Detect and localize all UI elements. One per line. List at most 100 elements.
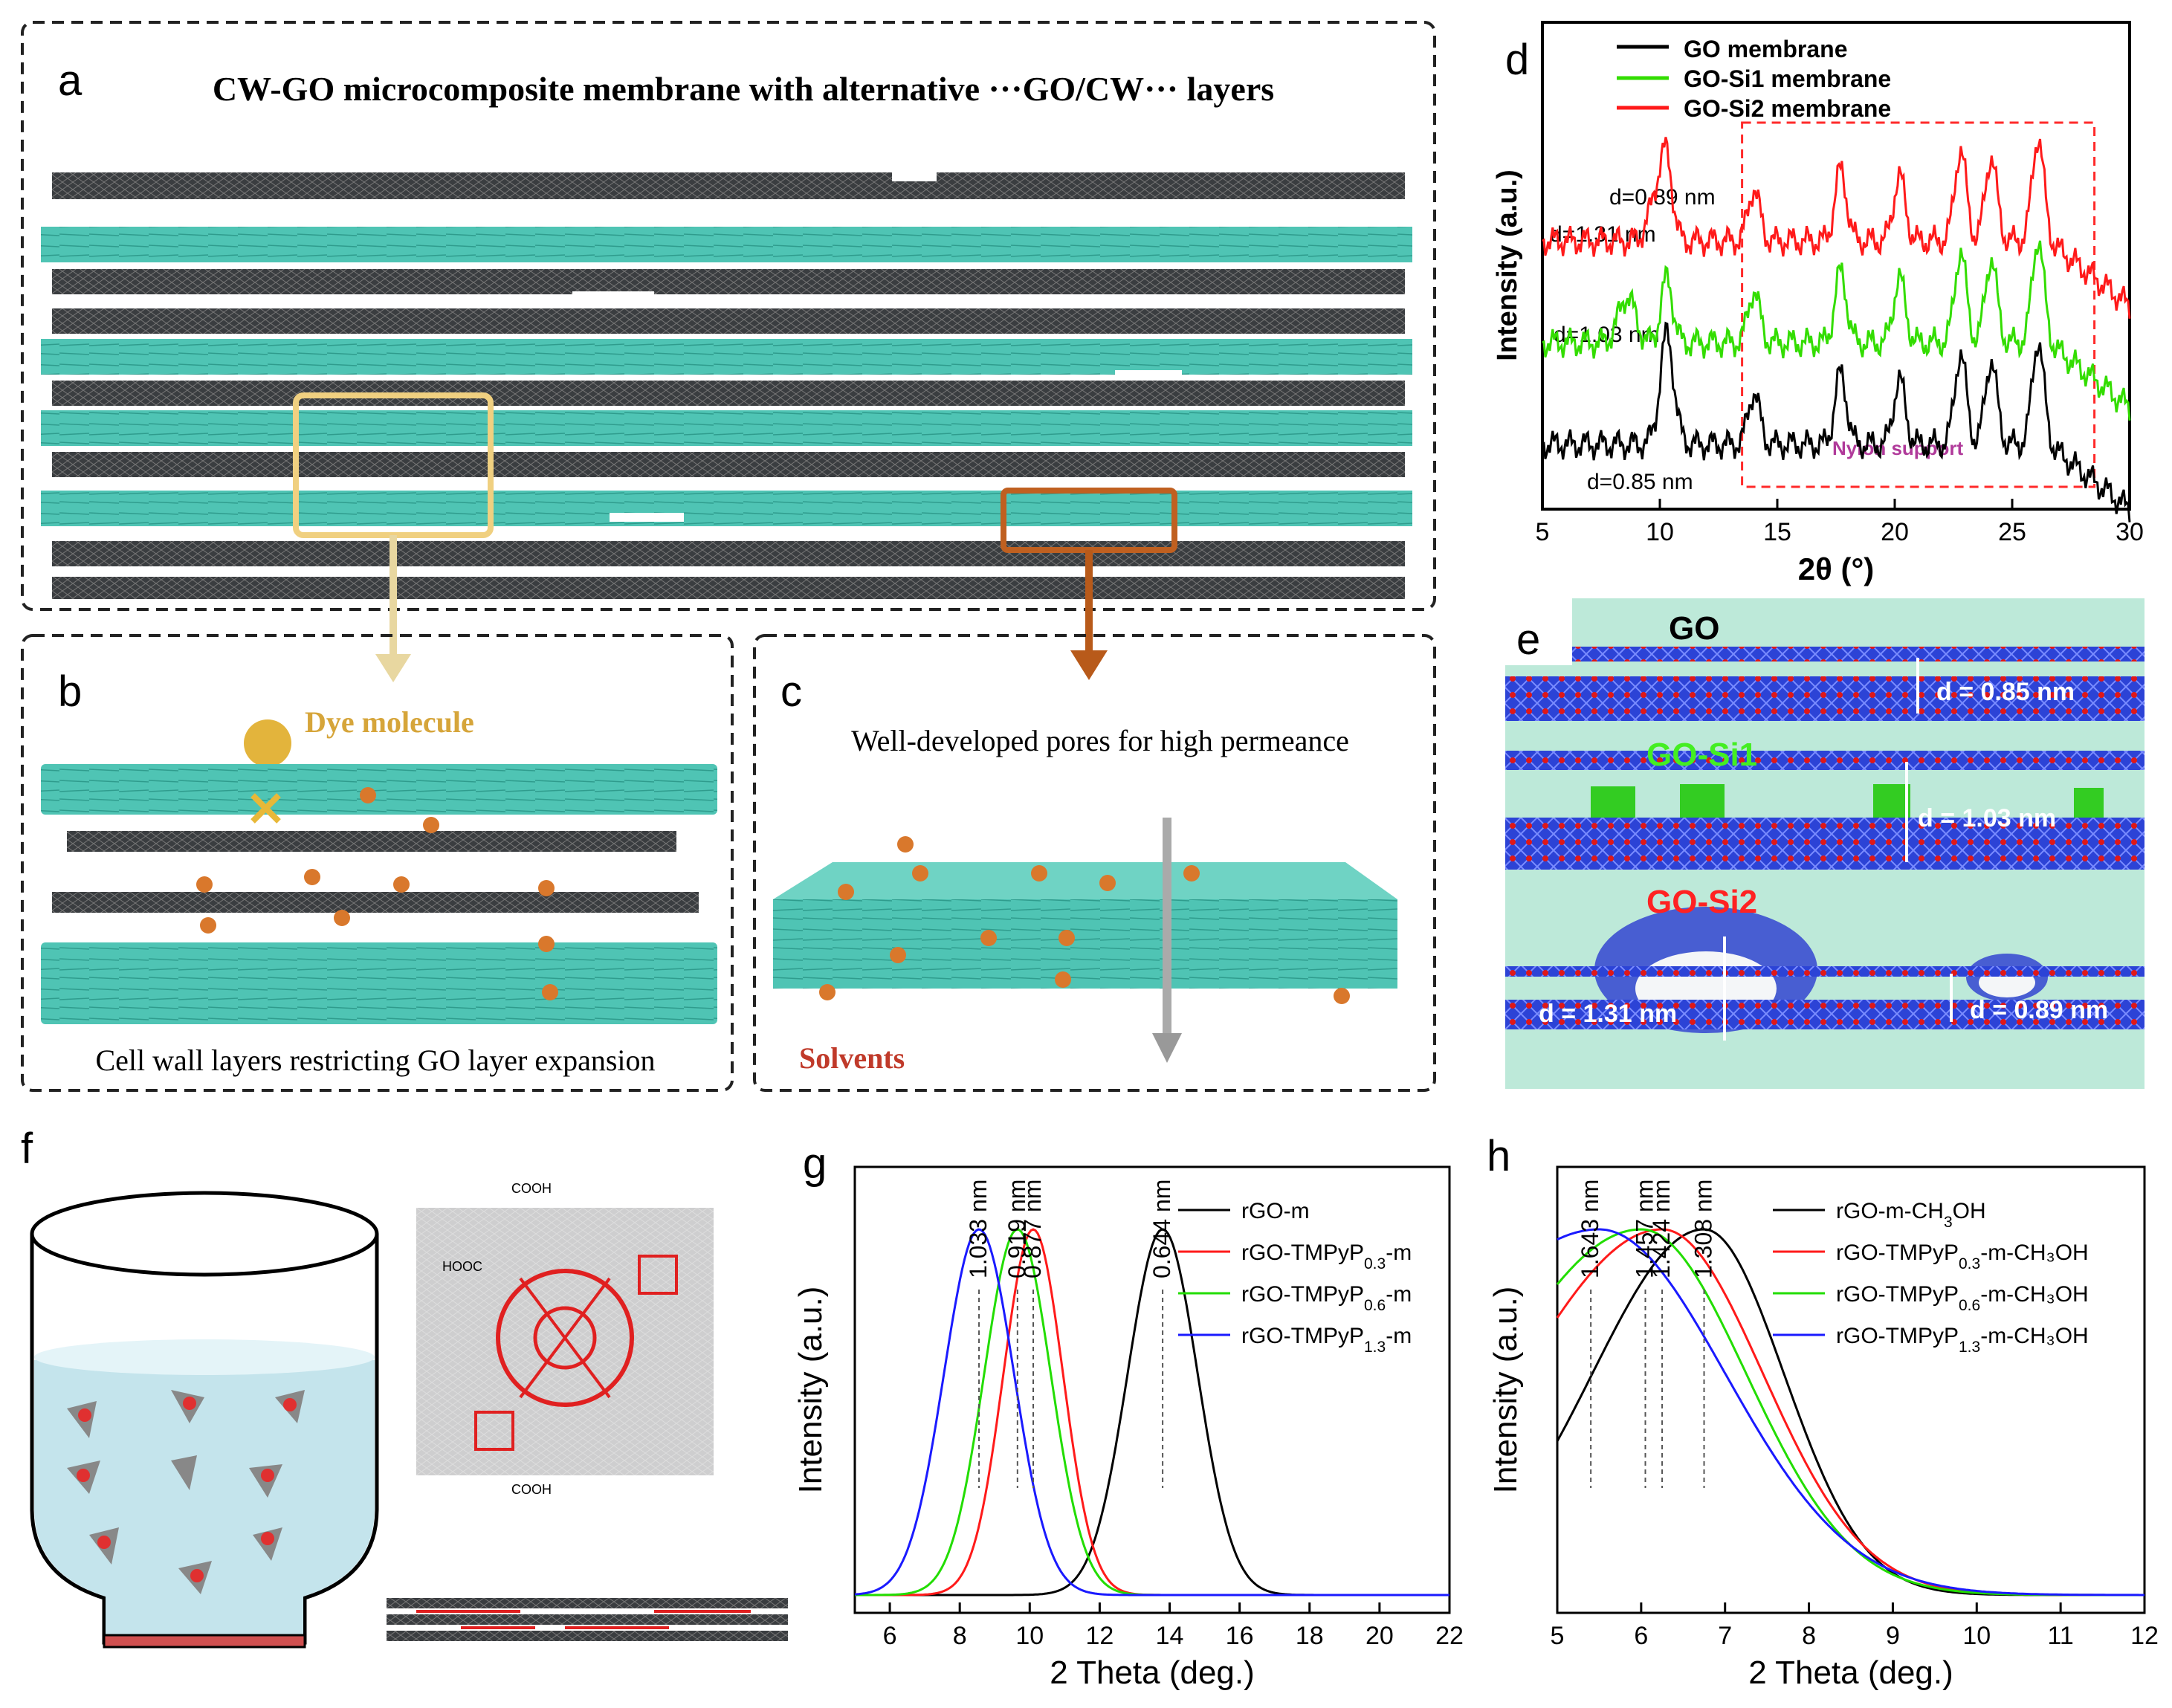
x-tick-label: 30 [2116,518,2144,546]
legend-label: rGO-TMPyP0.3-m [1241,1240,1412,1272]
peak-label: 0.919 nm [1003,1180,1030,1278]
panel-c: c Well-developed pores for high permeanc… [753,634,1436,1092]
nylon-support-region [1741,121,2096,488]
d-085-label: d = 0.85 nm [1936,678,2075,706]
chart-d: d GO membrane GO-Si1 membrane GO-Si2 mem… [1492,21,2144,586]
panel-a-letter: a [58,56,83,105]
panel-b-frame [21,634,734,1092]
chart-d-ticks: 5 10 15 20 25 30 [1536,499,2144,546]
layer-barrier-illustration [41,764,717,1024]
cooh-left-label: HOOC [442,1259,482,1274]
peak-label: 1.643 nm [1577,1180,1603,1278]
cooh-bottom-label: COOH [511,1482,552,1497]
x-tick-label: 12 [2130,1622,2159,1650]
legend-label: rGO-m [1241,1199,1310,1223]
x-tick-label: 8 [1802,1622,1816,1650]
chart-g-plot-area: 1.033 nm 0.919 nm0.877 nm 0.644 nm [854,1180,1449,1597]
chart-g-ticks: 6 8 10 12 14 16 18 20 22 [883,1602,1464,1650]
chart-d-frame [1541,21,2131,511]
chart-g-xlabel: 2 Theta (deg.) [1050,1654,1255,1691]
porous-layer-illustration [773,818,1397,1063]
x-tick-label: 22 [1435,1622,1464,1650]
gosi2-label: GO-Si2 [1646,884,1757,920]
legend-label: rGO-TMPyP0.6-m [1241,1282,1412,1314]
cooh-top-label: COOH [511,1181,552,1196]
legend-label: rGO-TMPyP0.3-m-CH₃OH [1836,1240,2089,1272]
chart-d-ylabel: Intensity (a.u.) [1492,169,1523,361]
panel-d-letter: d [1505,36,1529,84]
chart-d-xlabel: 2θ (°) [1798,551,1875,586]
panel-c-letter: c [780,667,802,716]
dye-molecule-icon [244,719,291,767]
interlayer-lattice-illustration [1505,647,2144,1041]
panel-h-letter: h [1487,1132,1510,1180]
panel-c-caption: Well-developed pores for high permeance [851,724,1349,757]
panel-c-frame [753,634,1436,1092]
membrane-stack-illustration [41,169,1412,682]
go-label: GO [1669,610,1719,647]
chart-d-annotation-085: d=0.85 nm [1587,470,1693,494]
gosi1-label: GO-Si1 [1646,737,1757,773]
x-tick-label: 6 [883,1622,897,1650]
chart-h-xlabel: 2 Theta (deg.) [1748,1654,1953,1691]
peak-label: 1.424 nm [1648,1180,1675,1278]
x-tick-label: 10 [1962,1622,1991,1650]
panel-a-frame [21,21,1436,611]
x-tick-label: 16 [1226,1622,1254,1650]
peak-label: 1.457 nm [1632,1180,1658,1278]
series-line [1557,1228,2144,1597]
chart-g: g Intensity (a.u.) 2 Theta (deg.) 6 8 10 12… [792,1139,1464,1691]
chart-d-plot-area [1542,121,2131,523]
chart-d-legend-label-gosi1: GO-Si1 membrane [1684,65,1891,92]
molecular-structure-illustration [416,1208,714,1475]
panel-a-title: CW-GO microcomposite membrane with alter… [213,70,1274,108]
panel-b: b Dye molecule Cell wall layers restrict… [21,634,734,1092]
beaker-illustration [30,1191,379,1649]
x-tick-label: 11 [2047,1622,2073,1650]
chart-h-frame [1556,1165,2146,1614]
d-089-label: d = 0.89 nm [1970,996,2108,1024]
panel-f-letter: f [21,1125,33,1173]
chart-g-ylabel: Intensity (a.u.) [792,1287,829,1494]
panel-a: a CW-GO microcomposite membrane with alt… [21,21,1436,682]
chart-d-legend: GO membrane GO-Si1 membrane GO-Si2 membr… [1617,36,1891,122]
peak-label: 1.308 nm [1690,1180,1717,1278]
series-line [1542,321,2131,523]
chart-h: h Intensity (a.u.) 2 Theta (deg.) 5 6 7 8 9 1… [1487,1132,2159,1691]
series-line [854,1228,1449,1597]
x-tick-label: 6 [1634,1622,1648,1650]
solvents-label: Solvents [799,1041,905,1075]
panel-b-letter: b [58,667,82,716]
x-tick-label: 10 [1646,518,1674,546]
chart-h-plot-area: 1.643 nm 1.457 nm1.424 nm 1.308 nm [1556,1180,2144,1597]
x-tick-label: 20 [1881,518,1909,546]
d-131-label: d = 1.31 nm [1539,1000,1677,1028]
x-tick-label: 10 [1015,1622,1044,1650]
peak-label: 0.877 nm [1019,1180,1046,1278]
chart-h-ylabel: Intensity (a.u.) [1487,1287,1524,1494]
chart-d-annotation-089: d=0.89 nm [1609,185,1716,210]
x-tick-label: 8 [953,1622,967,1650]
d-103-label: d = 1.03 nm [1918,804,2056,832]
x-tick-label: 25 [1998,518,2026,546]
x-tick-label: 14 [1156,1622,1184,1650]
panel-e-letter: e [1516,615,1540,664]
x-tick-label: 5 [1536,518,1550,546]
chart-g-legend: rGO-m rGO-TMPyP0.3-m rGO-TMPyP0.6-m rGO-TMP… [1178,1199,1412,1356]
panel-e: e GO d = 0.85 nm GO-Si1 d = 1.03 nm G [1505,598,2144,1089]
series-line [1542,240,2131,421]
chart-g-frame [853,1165,1451,1614]
legend-label: rGO-TMPyP1.3-m-CH₃OH [1836,1324,2089,1356]
panel-f: f COOH HOOC COOH [21,1125,788,1649]
x-tick-label: 5 [1551,1622,1565,1650]
chart-d-legend-label-go: GO membrane [1684,36,1848,62]
x-tick-label: 20 [1365,1622,1394,1650]
x-tick-label: 15 [1763,518,1791,546]
legend-label: rGO-m-CH3OH [1836,1199,1986,1231]
panel-b-caption: Cell wall layers restricting GO layer ex… [95,1044,655,1077]
peak-label: 1.033 nm [965,1180,992,1278]
chart-h-ticks: 5 6 7 8 9 10 11 12 [1551,1602,2159,1650]
peak-label: 0.644 nm [1148,1180,1175,1278]
series-line [1542,137,2131,319]
